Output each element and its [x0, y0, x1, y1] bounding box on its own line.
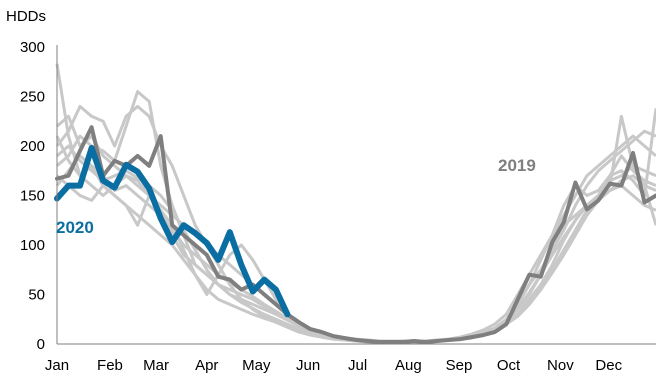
x-tick-label-nov: Nov: [547, 357, 574, 374]
series-line-2020: [54, 145, 291, 318]
x-tick-label-jul: Jul: [348, 357, 367, 374]
other-year-series-line-3: [56, 114, 656, 344]
x-tick-label-may: May: [242, 357, 271, 374]
y-tick-label: 50: [28, 287, 45, 304]
highlighted-series-group: [54, 125, 656, 344]
x-tick-label-jun: Jun: [296, 357, 320, 374]
y-tick-label: 100: [20, 237, 45, 254]
series-line-2019: [55, 125, 656, 344]
y-tick-label: 250: [20, 89, 45, 106]
other-year-series-line-6: [55, 135, 656, 344]
x-tick-labels: Jan Feb Mar Apr May Jun Jul Aug Sep Oct Nov Dec: [45, 357, 623, 374]
x-tick-label-apr: Apr: [195, 357, 218, 374]
x-tick-label-aug: Aug: [395, 357, 422, 374]
series-label-2019: 2019: [498, 156, 536, 175]
y-tick-label: 200: [20, 138, 45, 155]
y-tick-label: 300: [20, 39, 45, 56]
x-tick-label-sep: Sep: [446, 357, 473, 374]
y-tick-labels: 0 50 100 150 200 250 300: [20, 39, 45, 353]
y-tick-label: 0: [37, 336, 45, 353]
series-label-2020: 2020: [56, 218, 94, 237]
x-tick-label-feb: Feb: [97, 357, 123, 374]
y-tick-label: 150: [20, 188, 45, 205]
x-tick-label-mar: Mar: [143, 357, 169, 374]
x-tick-label-dec: Dec: [595, 357, 622, 374]
y-axis-unit-label: HDDs: [6, 8, 46, 25]
x-tick-label-jan: Jan: [45, 357, 69, 374]
other-years-series-group: [55, 63, 656, 344]
axes-group: [56, 45, 656, 345]
x-tick-label-oct: Oct: [497, 357, 521, 374]
